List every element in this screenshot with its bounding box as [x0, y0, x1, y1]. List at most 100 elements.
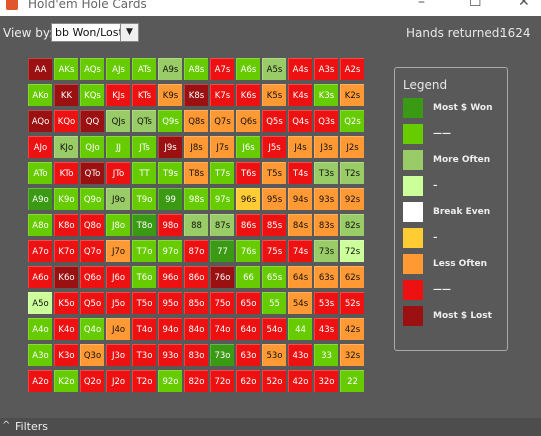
- hand-cell[interactable]: 64s: [288, 266, 312, 288]
- hand-cell[interactable]: K3o: [54, 344, 78, 366]
- hand-cell[interactable]: 75s: [262, 240, 286, 262]
- hand-cell[interactable]: AQo: [28, 110, 52, 132]
- hand-cell[interactable]: 54o: [262, 318, 286, 340]
- hand-cell[interactable]: 33: [314, 344, 338, 366]
- hand-cell[interactable]: 76o: [210, 266, 234, 288]
- hand-cell[interactable]: ATs: [132, 58, 156, 80]
- hand-cell[interactable]: A7o: [28, 240, 52, 262]
- hand-cell[interactable]: K3s: [314, 84, 338, 106]
- hand-cell[interactable]: QQ: [80, 110, 104, 132]
- filters-bar[interactable]: ^ Filters: [0, 418, 541, 436]
- view-by-select[interactable]: bb Won/Lost ▼: [51, 23, 139, 42]
- hand-cell[interactable]: Q7s: [210, 110, 234, 132]
- hand-cell[interactable]: KTs: [132, 84, 156, 106]
- hand-cell[interactable]: KQo: [54, 110, 78, 132]
- hand-cell[interactable]: 72s: [340, 240, 364, 262]
- hand-cell[interactable]: J7s: [210, 136, 234, 158]
- hand-cell[interactable]: 86s: [236, 214, 260, 236]
- hand-cell[interactable]: Q2o: [80, 370, 104, 392]
- hand-cell[interactable]: K4o: [54, 318, 78, 340]
- hand-cell[interactable]: Q5o: [80, 292, 104, 314]
- hand-cell[interactable]: 92s: [340, 188, 364, 210]
- hand-cell[interactable]: T3o: [132, 344, 156, 366]
- hand-cell[interactable]: 96s: [236, 188, 260, 210]
- hand-cell[interactable]: K7s: [210, 84, 234, 106]
- hand-cell[interactable]: A9s: [158, 58, 182, 80]
- hand-cell[interactable]: Q3o: [80, 344, 104, 366]
- hand-cell[interactable]: T5o: [132, 292, 156, 314]
- hand-cell[interactable]: Q8o: [80, 214, 104, 236]
- hand-cell[interactable]: T4o: [132, 318, 156, 340]
- hand-cell[interactable]: 43o: [288, 344, 312, 366]
- hand-cell[interactable]: KTo: [54, 162, 78, 184]
- hand-cell[interactable]: 86o: [184, 266, 208, 288]
- hand-cell[interactable]: 94o: [158, 318, 182, 340]
- hand-cell[interactable]: Q3s: [314, 110, 338, 132]
- hand-cell[interactable]: Q7o: [80, 240, 104, 262]
- hand-cell[interactable]: 87o: [184, 240, 208, 262]
- hand-cell[interactable]: TT: [132, 162, 156, 184]
- hand-cell[interactable]: QJs: [106, 110, 130, 132]
- hand-cell[interactable]: 95s: [262, 188, 286, 210]
- hand-cell[interactable]: 74o: [210, 318, 234, 340]
- hand-cell[interactable]: Q4o: [80, 318, 104, 340]
- hand-cell[interactable]: 74s: [288, 240, 312, 262]
- hand-cell[interactable]: T9o: [132, 188, 156, 210]
- hand-cell[interactable]: 75o: [210, 292, 234, 314]
- hand-cell[interactable]: 98s: [184, 188, 208, 210]
- hand-cell[interactable]: 93s: [314, 188, 338, 210]
- hand-cell[interactable]: 93o: [158, 344, 182, 366]
- hand-cell[interactable]: 82o: [184, 370, 208, 392]
- hand-cell[interactable]: 94s: [288, 188, 312, 210]
- hand-cell[interactable]: QJo: [80, 136, 104, 158]
- hand-cell[interactable]: 55: [262, 292, 286, 314]
- hand-cell[interactable]: K6o: [54, 266, 78, 288]
- hand-cell[interactable]: J4o: [106, 318, 130, 340]
- hand-cell[interactable]: 65s: [262, 266, 286, 288]
- hand-cell[interactable]: AKs: [54, 58, 78, 80]
- hand-cell[interactable]: J3o: [106, 344, 130, 366]
- hand-cell[interactable]: J5o: [106, 292, 130, 314]
- hand-cell[interactable]: T8s: [184, 162, 208, 184]
- hand-cell[interactable]: 83s: [314, 214, 338, 236]
- hand-cell[interactable]: A4s: [288, 58, 312, 80]
- hand-cell[interactable]: AKo: [28, 84, 52, 106]
- hand-cell[interactable]: JTo: [106, 162, 130, 184]
- hand-cell[interactable]: 95o: [158, 292, 182, 314]
- hand-cell[interactable]: K2s: [340, 84, 364, 106]
- hand-cell[interactable]: KJo: [54, 136, 78, 158]
- hand-cell[interactable]: T7s: [210, 162, 234, 184]
- hand-cell[interactable]: A2o: [28, 370, 52, 392]
- hand-cell[interactable]: 73o: [210, 344, 234, 366]
- hand-cell[interactable]: T2s: [340, 162, 364, 184]
- hand-cell[interactable]: K6s: [236, 84, 260, 106]
- chevron-up-icon[interactable]: ^: [2, 420, 11, 431]
- hand-cell[interactable]: T6s: [236, 162, 260, 184]
- hand-cell[interactable]: T9s: [158, 162, 182, 184]
- hand-cell[interactable]: JJ: [106, 136, 130, 158]
- hand-cell[interactable]: T7o: [132, 240, 156, 262]
- hand-cell[interactable]: J6s: [236, 136, 260, 158]
- hand-cell[interactable]: J3s: [314, 136, 338, 158]
- hand-cell[interactable]: 85o: [184, 292, 208, 314]
- hand-cell[interactable]: J4s: [288, 136, 312, 158]
- hand-cell[interactable]: K5s: [262, 84, 286, 106]
- hand-cell[interactable]: 72o: [210, 370, 234, 392]
- hand-cell[interactable]: K9o: [54, 188, 78, 210]
- hand-cell[interactable]: 62o: [236, 370, 260, 392]
- hand-cell[interactable]: Q8s: [184, 110, 208, 132]
- hand-cell[interactable]: J8o: [106, 214, 130, 236]
- hand-cell[interactable]: T2o: [132, 370, 156, 392]
- hand-cell[interactable]: AJs: [106, 58, 130, 80]
- hand-cell[interactable]: 92o: [158, 370, 182, 392]
- hand-cell[interactable]: 98o: [158, 214, 182, 236]
- hand-cell[interactable]: J7o: [106, 240, 130, 262]
- hand-cell[interactable]: 85s: [262, 214, 286, 236]
- hand-cell[interactable]: 66: [236, 266, 260, 288]
- hand-cell[interactable]: J2o: [106, 370, 130, 392]
- hand-cell[interactable]: A4o: [28, 318, 52, 340]
- hand-cell[interactable]: Q9o: [80, 188, 104, 210]
- hand-cell[interactable]: KK: [54, 84, 78, 106]
- hand-cell[interactable]: 83o: [184, 344, 208, 366]
- hand-cell[interactable]: J9o: [106, 188, 130, 210]
